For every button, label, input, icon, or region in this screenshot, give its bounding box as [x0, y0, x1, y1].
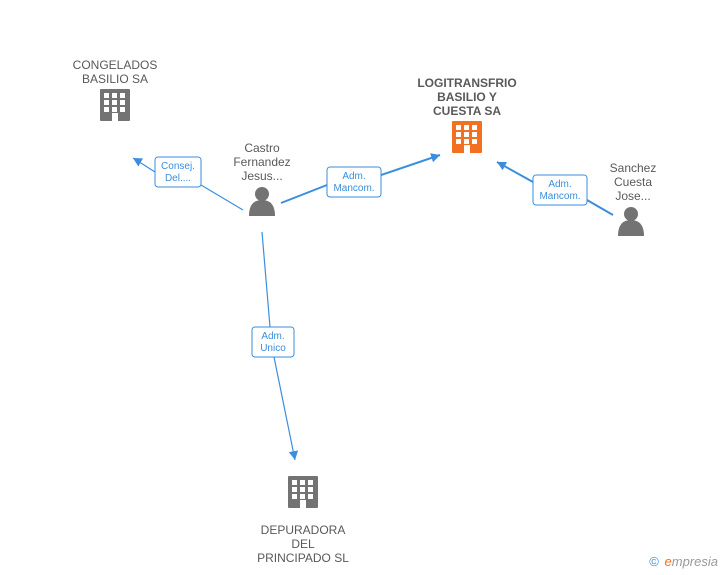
edge: Adm.Mancom. [497, 162, 613, 215]
node-sanchez[interactable]: SanchezCuestaJose... [610, 161, 657, 203]
node-label: Jesus... [241, 169, 282, 183]
node-label: BASILIO Y [437, 90, 497, 104]
node-label: LOGITRANSFRIO [417, 76, 516, 90]
node-congelados[interactable]: CONGELADOSBASILIO SA [73, 58, 158, 86]
copyright-symbol: © [649, 554, 659, 569]
node-label: Jose... [615, 189, 650, 203]
credit-e: e [665, 554, 672, 569]
edge-label: Adm. [261, 331, 284, 342]
node-depuradora[interactable]: DEPURADORADELPRINCIPADO SL [257, 523, 349, 565]
building-icon [288, 476, 318, 508]
node-label: CUESTA SA [433, 104, 501, 118]
edge-label: Adm. [548, 179, 571, 190]
node-label: DEPURADORA [261, 523, 346, 537]
node-logitransfrio[interactable]: LOGITRANSFRIOBASILIO YCUESTA SA [417, 76, 516, 118]
edge-label: Del.... [165, 173, 191, 184]
edge-label: Mancom. [333, 183, 374, 194]
node-label: Sanchez [610, 161, 657, 175]
edge: Adm.Unico [252, 232, 295, 460]
person-icon [249, 187, 275, 216]
person-icon [618, 207, 644, 236]
edge: Adm.Mancom. [281, 155, 440, 203]
node-label: CONGELADOS [73, 58, 158, 72]
node-label: Cuesta [614, 175, 652, 189]
node-castro[interactable]: CastroFernandezJesus... [233, 141, 290, 183]
edge-label: Consej. [161, 161, 195, 172]
node-label: Castro [244, 141, 280, 155]
edge-label: Adm. [342, 171, 365, 182]
node-label: Fernandez [233, 155, 290, 169]
edges-layer: Consej.Del....Adm.Mancom.Adm.UnicoAdm.Ma… [133, 155, 613, 460]
node-label: BASILIO SA [82, 72, 148, 86]
edge-label: Mancom. [539, 191, 580, 202]
edge-label: Unico [260, 343, 286, 354]
building-icon [452, 121, 482, 153]
nodes-layer: CONGELADOSBASILIO SALOGITRANSFRIOBASILIO… [73, 58, 657, 565]
credit-label: © empresia [649, 554, 718, 569]
node-label: DEL [291, 537, 315, 551]
building-icon [100, 89, 130, 121]
edge: Consej.Del.... [133, 157, 243, 210]
node-label: PRINCIPADO SL [257, 551, 349, 565]
credit-text: mpresia [672, 554, 718, 569]
